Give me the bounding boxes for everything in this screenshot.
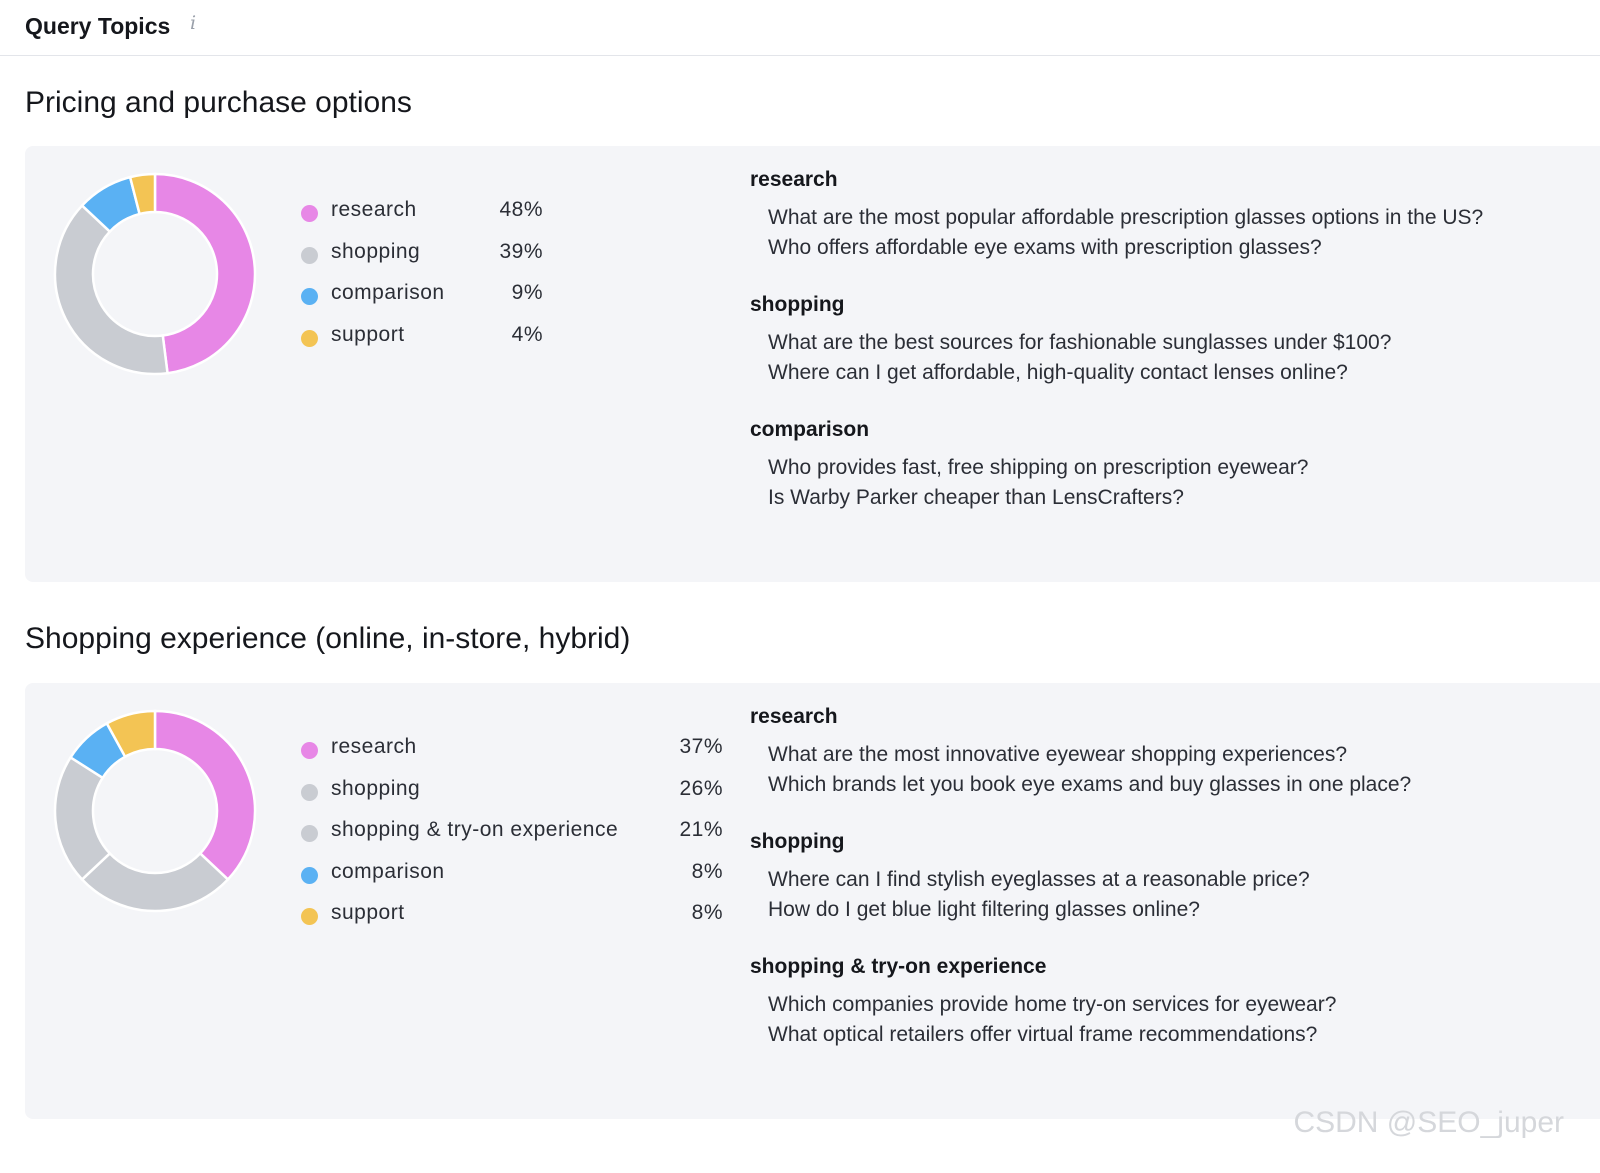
query-group-title: research	[750, 168, 838, 191]
legend-dot	[301, 288, 318, 305]
legend-value: 8%	[691, 901, 723, 924]
query-item: Where can I get affordable, high-quality…	[768, 360, 1348, 384]
legend-value: 48%	[499, 198, 543, 221]
query-group-research: research What are the most innovative eye…	[750, 703, 1580, 799]
legend-label: research	[331, 735, 417, 758]
legend-item-research[interactable]: research 48%	[300, 197, 543, 239]
panel-title: Query Topics	[25, 13, 171, 39]
query-item: What are the best sources for fashionabl…	[768, 331, 1392, 354]
watermark: CSDN @SEO_juper	[1293, 1106, 1564, 1139]
legend-dot	[301, 205, 318, 222]
legend-value: 8%	[691, 859, 723, 883]
query-group-shopping: shopping Where can I find stylish eyeglas…	[750, 828, 1580, 924]
donut-chart	[53, 172, 257, 376]
legend-label: shopping	[331, 776, 421, 800]
topic-card-shopping-experience: research 37% shopping 26% shopping & try-on …	[25, 683, 1600, 1119]
query-group-title: shopping & try-on experience	[750, 955, 1047, 978]
donut-slice-shopping[interactable]	[53, 203, 169, 376]
legend-value: 9%	[511, 281, 543, 304]
query-group-shopping-and-try-on-experience: shopping & try-on experience Which compan…	[750, 953, 1580, 1049]
legend-label: comparison	[331, 281, 445, 304]
section-title-shopping-experience: Shopping experience (online, in-store, h…	[25, 622, 631, 655]
legend-value: 4%	[511, 322, 543, 346]
query-item: Which brands let you book eye exams and …	[768, 772, 1412, 796]
legend-dot	[301, 783, 318, 801]
query-group-research: research What are the most popular afford…	[750, 166, 1580, 262]
legend-item-comparison[interactable]: comparison 9%	[300, 280, 543, 322]
query-item: What are the most popular affordable pre…	[768, 206, 1484, 229]
legend-label: research	[331, 198, 417, 221]
legend-label: support	[331, 322, 405, 346]
legend-item-shopping-and-try-on-experience[interactable]: shopping & try-on experience 21%	[300, 817, 723, 859]
donut-slice-support[interactable]	[128, 172, 157, 216]
legend-dot	[301, 742, 318, 759]
legend-label: support	[331, 901, 405, 924]
legend-item-support[interactable]: support 8%	[300, 900, 723, 942]
legend-item-shopping[interactable]: shopping 39%	[300, 239, 543, 281]
legend-item-support[interactable]: support 4%	[300, 322, 543, 364]
query-group-shopping: shopping What are the best sources for fa…	[750, 291, 1580, 387]
legend-value: 26%	[679, 776, 723, 800]
panel-header: Query Topics i	[0, 0, 1600, 56]
query-item: Who offers affordable eye exams with pre…	[768, 235, 1322, 259]
legend-item-research[interactable]: research 37%	[300, 734, 723, 776]
legend-dot	[301, 825, 318, 842]
info-icon[interactable]: i	[190, 12, 197, 34]
donut-slice-research[interactable]	[153, 709, 257, 882]
query-group-title: research	[750, 705, 838, 728]
chart-legend: research 48% shopping 39% comparison 9% suppor…	[300, 197, 543, 363]
query-item: Where can I find stylish eyeglasses at a…	[768, 868, 1310, 891]
query-group-title: shopping	[750, 830, 845, 853]
query-group-comparison: comparison Who provides fast, free shippi…	[750, 416, 1580, 512]
query-item: What optical retailers offer virtual fra…	[768, 1022, 1318, 1046]
query-item: How do I get blue light filtering glasse…	[768, 897, 1200, 921]
query-item: Which companies provide home try-on serv…	[768, 993, 1337, 1016]
query-item: What are the most innovative eyewear sho…	[768, 743, 1347, 766]
query-groups: research What are the most innovative eye…	[750, 703, 1580, 1078]
legend-item-shopping[interactable]: shopping 26%	[300, 776, 723, 818]
legend-dot	[301, 908, 318, 925]
donut-slice-support[interactable]	[105, 709, 157, 759]
donut-slice-research[interactable]	[153, 172, 257, 375]
query-groups: research What are the most popular afford…	[750, 166, 1580, 541]
legend-dot	[301, 246, 318, 264]
chart-legend: research 37% shopping 26% shopping & try-on …	[300, 734, 723, 942]
query-item: Is Warby Parker cheaper than LensCrafter…	[768, 485, 1184, 509]
query-item: Who provides fast, free shipping on pres…	[768, 456, 1309, 479]
legend-dot	[301, 866, 318, 884]
legend-label: comparison	[331, 859, 445, 883]
legend-value: 39%	[499, 239, 543, 263]
legend-item-comparison[interactable]: comparison 8%	[300, 859, 723, 901]
donut-chart	[53, 709, 257, 913]
legend-value: 21%	[679, 818, 723, 841]
legend-dot	[301, 329, 318, 347]
topic-card-pricing: research 48% shopping 39% comparison 9% suppor…	[25, 146, 1600, 582]
legend-label: shopping & try-on experience	[331, 818, 619, 841]
legend-value: 37%	[679, 735, 723, 758]
legend-label: shopping	[331, 239, 421, 263]
donut-slice-shopping[interactable]	[80, 851, 230, 913]
query-group-title: comparison	[750, 418, 870, 441]
query-group-title: shopping	[750, 293, 845, 316]
section-title-pricing: Pricing and purchase options	[25, 86, 412, 119]
